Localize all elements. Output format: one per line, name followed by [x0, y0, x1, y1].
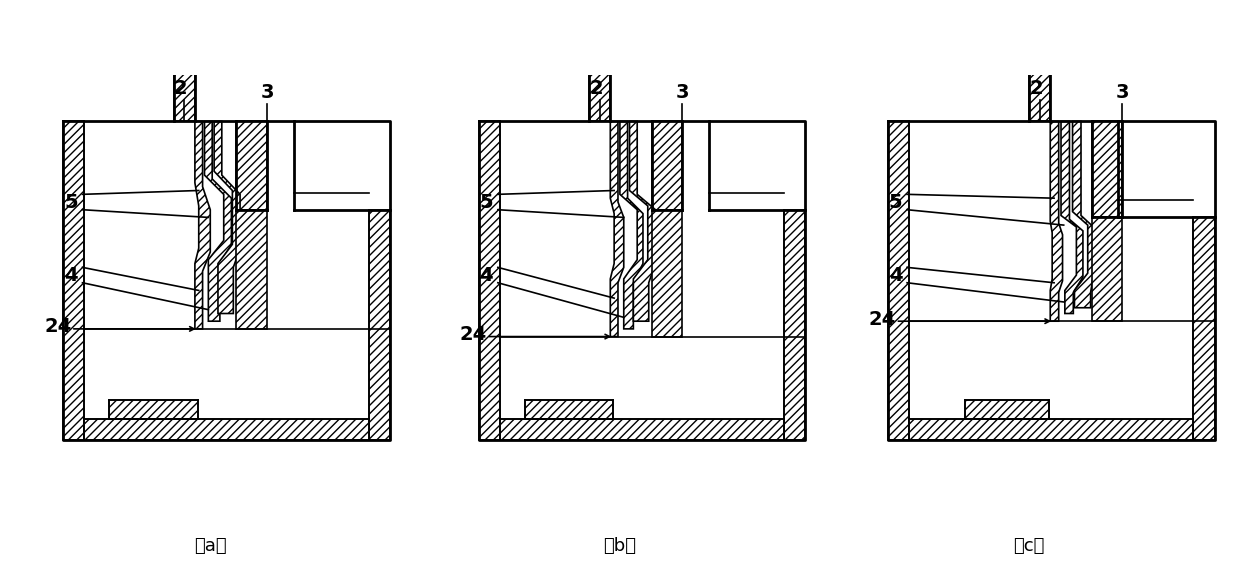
Polygon shape	[174, 56, 195, 121]
Polygon shape	[620, 121, 644, 329]
Polygon shape	[589, 56, 610, 121]
Polygon shape	[237, 121, 267, 210]
Polygon shape	[652, 210, 682, 336]
Polygon shape	[215, 121, 241, 313]
Polygon shape	[109, 400, 198, 419]
Polygon shape	[63, 121, 84, 440]
Polygon shape	[652, 121, 682, 210]
Text: 5: 5	[480, 193, 494, 212]
Polygon shape	[1073, 121, 1094, 308]
Text: 3: 3	[1116, 83, 1130, 102]
Polygon shape	[888, 121, 909, 440]
Text: 4: 4	[480, 266, 494, 285]
Text: 2: 2	[174, 79, 187, 98]
Polygon shape	[500, 419, 784, 440]
Text: 24: 24	[459, 325, 486, 344]
Text: 5: 5	[889, 193, 903, 212]
Polygon shape	[784, 210, 806, 440]
Text: 24: 24	[45, 317, 71, 336]
Text: （a）: （a）	[195, 537, 227, 555]
Polygon shape	[909, 419, 1193, 440]
Polygon shape	[1091, 121, 1122, 217]
Polygon shape	[1193, 217, 1215, 440]
Polygon shape	[965, 400, 1049, 419]
Polygon shape	[610, 121, 624, 336]
Polygon shape	[368, 210, 391, 440]
Polygon shape	[1061, 121, 1083, 313]
Text: 3: 3	[676, 83, 689, 102]
Polygon shape	[84, 419, 368, 440]
Text: （c）: （c）	[1013, 537, 1045, 555]
Polygon shape	[237, 210, 267, 329]
Polygon shape	[1091, 217, 1122, 321]
Polygon shape	[525, 400, 614, 419]
Text: 4: 4	[64, 266, 78, 285]
Text: 24: 24	[869, 310, 895, 329]
Text: 2: 2	[589, 79, 603, 98]
Polygon shape	[479, 121, 500, 440]
Text: 3: 3	[260, 83, 274, 102]
Text: （b）: （b）	[604, 537, 636, 555]
Polygon shape	[205, 121, 232, 321]
Polygon shape	[1050, 121, 1063, 321]
Text: 2: 2	[1029, 79, 1043, 98]
Text: 4: 4	[889, 266, 903, 285]
Polygon shape	[630, 121, 656, 321]
Text: 5: 5	[64, 193, 78, 212]
Polygon shape	[1029, 56, 1050, 121]
Polygon shape	[195, 121, 211, 329]
